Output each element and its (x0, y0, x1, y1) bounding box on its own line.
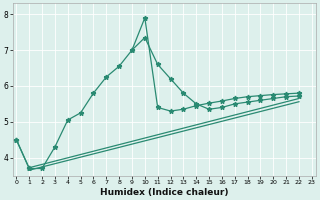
X-axis label: Humidex (Indice chaleur): Humidex (Indice chaleur) (100, 188, 228, 197)
